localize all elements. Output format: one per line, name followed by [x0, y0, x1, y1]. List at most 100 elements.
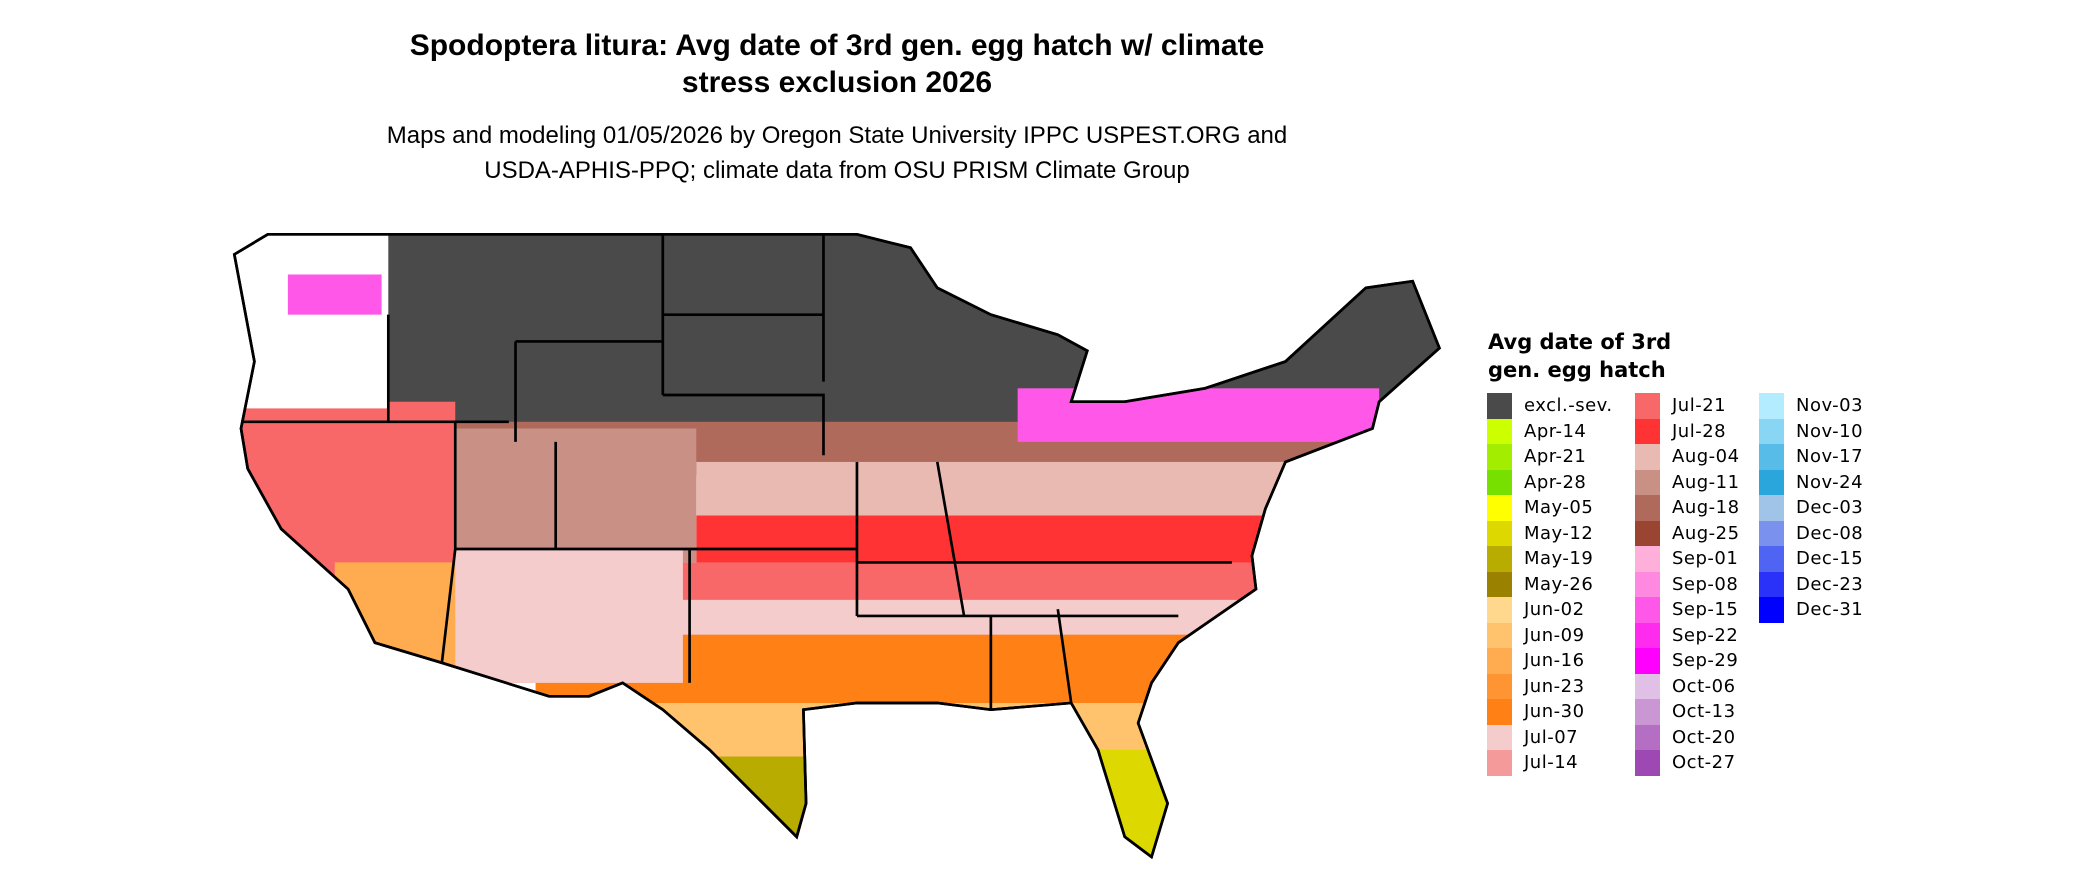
legend-item: Dec-08	[1759, 520, 1864, 546]
legend-swatch	[1635, 673, 1660, 699]
legend-label: Jul-21	[1672, 395, 1727, 417]
legend-label: Nov-03	[1796, 395, 1864, 417]
legend-swatch	[1635, 418, 1660, 444]
legend-label: May-12	[1524, 522, 1594, 544]
legend-swatch	[1635, 622, 1660, 648]
legend-swatch	[1487, 444, 1512, 470]
legend-swatch	[1635, 495, 1660, 521]
legend-label: Jul-14	[1524, 752, 1579, 774]
legend-label: May-19	[1524, 548, 1594, 570]
legend-item: Jun-30	[1487, 699, 1585, 725]
legend-swatch	[1487, 622, 1512, 648]
legend-swatch	[1635, 469, 1660, 495]
region-southwest-aug-11	[455, 428, 697, 563]
legend-label: Sep-22	[1672, 624, 1739, 646]
legend-swatch	[1759, 520, 1784, 546]
legend-swatch	[1759, 495, 1784, 521]
legend-item: Apr-28	[1487, 469, 1587, 495]
legend-item: Jul-28	[1635, 418, 1726, 444]
legend-label: May-05	[1524, 497, 1594, 519]
legend-item: Oct-13	[1635, 699, 1736, 725]
region-jul-07	[642, 599, 1440, 638]
legend-label: Apr-14	[1524, 420, 1587, 442]
legend-item: Nov-10	[1759, 418, 1863, 444]
legend-item: Jun-23	[1487, 673, 1585, 699]
legend-label: Dec-03	[1796, 497, 1864, 519]
legend-label: Aug-04	[1672, 446, 1740, 468]
legend-item: Dec-23	[1759, 571, 1864, 597]
legend-item: Oct-06	[1635, 673, 1736, 699]
legend-swatch	[1487, 648, 1512, 674]
legend-item: Jun-02	[1487, 597, 1585, 623]
legend-item: Jul-21	[1635, 393, 1726, 419]
legend-title: Avg date of 3rd gen. egg hatch	[1488, 328, 1671, 384]
legend-label: Jun-30	[1524, 701, 1585, 723]
legend-label: May-26	[1524, 573, 1594, 595]
legend-item: Dec-31	[1759, 597, 1863, 623]
legend-item: Sep-29	[1635, 648, 1738, 674]
legend-swatch	[1759, 444, 1784, 470]
map-title: Spodoptera litura: Avg date of 3rd gen. …	[237, 27, 1437, 101]
legend-swatch	[1487, 393, 1512, 419]
legend-item: Aug-11	[1635, 469, 1740, 495]
legend-swatch	[1487, 724, 1512, 750]
legend-item: Jun-09	[1487, 622, 1585, 648]
legend-item: excl.-sev.	[1487, 393, 1613, 419]
legend-label: Oct-06	[1672, 675, 1736, 697]
region-jul-21	[669, 562, 1440, 603]
legend-item: Oct-27	[1635, 750, 1736, 776]
legend-swatch	[1487, 546, 1512, 572]
legend-label: Dec-08	[1796, 522, 1864, 544]
legend-swatch	[1759, 418, 1784, 444]
legend-swatch	[1759, 597, 1784, 623]
region-northwest-sep-15	[287, 274, 382, 315]
legend-label: Oct-13	[1672, 701, 1736, 723]
legend-swatch	[1635, 571, 1660, 597]
legend-label: Dec-23	[1796, 573, 1864, 595]
legend-item: May-05	[1487, 495, 1593, 521]
legend-swatch	[1759, 469, 1784, 495]
legend-item: Sep-08	[1635, 571, 1739, 597]
title-line-2: stress exclusion 2026	[681, 66, 993, 99]
legend-label: Jun-23	[1524, 675, 1585, 697]
legend-item: Apr-21	[1487, 444, 1586, 470]
legend-label: Sep-08	[1672, 573, 1739, 595]
legend-label: Apr-21	[1524, 446, 1587, 468]
legend-label: Aug-11	[1672, 471, 1740, 493]
legend-swatch	[1635, 648, 1660, 674]
legend-item: Sep-01	[1635, 546, 1738, 572]
legend-label: Oct-20	[1672, 726, 1736, 748]
legend-item: Jul-14	[1487, 750, 1578, 776]
region-jun-09	[535, 702, 1440, 770]
legend-label: excl.-sev.	[1524, 395, 1613, 417]
legend-title-line-2: gen. egg hatch	[1488, 358, 1666, 382]
map-fill	[234, 234, 1440, 857]
legend-swatch	[1635, 520, 1660, 546]
legend-label: Apr-28	[1524, 471, 1587, 493]
legend-swatch	[1487, 673, 1512, 699]
legend-label: Sep-29	[1672, 650, 1739, 672]
legend-item: Nov-24	[1759, 469, 1864, 495]
legend-label: Aug-18	[1672, 497, 1740, 519]
legend-swatch	[1635, 546, 1660, 572]
legend-swatch	[1759, 393, 1784, 419]
region-aug-04	[696, 461, 1440, 516]
legend-label: Jun-16	[1524, 650, 1585, 672]
legend-item: Aug-04	[1635, 444, 1740, 470]
legend-title-line-1: Avg date of 3rd	[1488, 330, 1672, 354]
legend-label: Sep-01	[1672, 548, 1739, 570]
legend-item: Nov-03	[1759, 393, 1863, 419]
legend-swatch	[1635, 699, 1660, 725]
legend-item: Dec-15	[1759, 546, 1863, 572]
legend-label: Nov-24	[1796, 471, 1864, 493]
legend-item: Jul-07	[1487, 724, 1578, 750]
legend-item: May-19	[1487, 546, 1593, 572]
legend-item: Aug-18	[1635, 495, 1740, 521]
legend-swatch	[1635, 444, 1660, 470]
legend-label: Jun-02	[1524, 599, 1585, 621]
legend-item: May-12	[1487, 520, 1594, 546]
legend-item: Dec-03	[1759, 495, 1863, 521]
region-southwest-jul-07	[455, 548, 683, 683]
legend-item: Nov-17	[1759, 444, 1863, 470]
